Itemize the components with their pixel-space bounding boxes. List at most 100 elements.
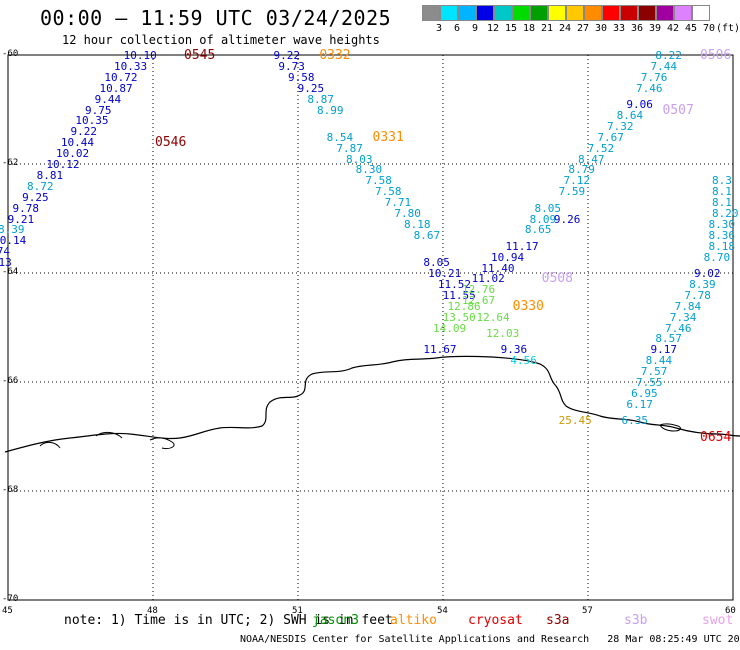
coast-detail [39, 431, 175, 449]
wave-height-value: 10.35 [75, 114, 109, 128]
wave-height-value: 9.06 [626, 98, 653, 112]
lon-tick-label: 45 [2, 606, 13, 616]
wave-height-value: 12.76 [462, 283, 496, 297]
wave-height-value: 7.87 [336, 141, 363, 155]
wave-height-value: 7.46 [636, 81, 663, 95]
wave-height-value: 8.1 [712, 185, 732, 199]
wave-height-value: 8.57 [655, 332, 682, 346]
wave-height-value: 7.67 [597, 130, 624, 144]
wave-height-value: 7.52 [587, 141, 615, 155]
lon-tick-label: 60 [725, 606, 736, 616]
pass-time-label: 0508 [541, 271, 573, 287]
wave-height-value: 7.57 [640, 365, 668, 379]
wave-height-value: 8.3 [712, 174, 732, 188]
wave-height-value: 7.80 [394, 207, 421, 221]
color-swatch [566, 5, 584, 21]
wave-height-value: 7.44 [650, 59, 678, 73]
wave-height-value: 8.18 [708, 239, 736, 253]
wave-height-value: 10.44 [60, 136, 94, 150]
color-scale-label: 30 [594, 23, 608, 34]
legend-item-altiko: altiko [390, 613, 437, 628]
color-swatch [620, 5, 638, 21]
wave-height-value: 9.25 [22, 190, 49, 204]
wave-height-value: 7.34 [669, 310, 697, 324]
wave-height-value: 7.12 [563, 174, 591, 188]
wave-height-value: 7.32 [607, 119, 634, 133]
wave-height-value: 8.70 [703, 250, 731, 264]
wave-height-value: 8.36 [708, 228, 736, 242]
wave-height-value: 10.12 [46, 158, 80, 171]
wave-height-value: 8.18 [404, 217, 431, 231]
wave-height-value: 8.72 [27, 179, 54, 193]
wave-height-value: 9.75 [85, 103, 112, 117]
wave-height-value: 6.17 [626, 397, 653, 411]
wave-height-value: 9.44 [94, 92, 122, 106]
wave-height-value: 4.56 [510, 354, 537, 368]
wave-height-value: 8.65 [524, 223, 552, 237]
wave-height-value: 11.40 [481, 261, 515, 275]
lat-tick-label: -66 [2, 376, 19, 386]
wave-height-value: 9.02 [694, 267, 721, 280]
antarctic-coastline [4, 355, 740, 453]
wave-height-value: 8.47 [578, 152, 605, 166]
color-scale-label: 36 [630, 23, 644, 34]
wave-height-value: 8.39 [689, 277, 716, 291]
wave-height-value: 8.64 [616, 108, 644, 122]
color-scale-label: 39 [648, 23, 662, 34]
legend-item-swot: swot [702, 613, 734, 628]
color-swatch [602, 5, 620, 21]
wave-height-value: 6.35 [621, 414, 649, 428]
color-swatch [512, 5, 530, 21]
color-scale-label: 3 [435, 23, 443, 34]
wave-height-value: 9.22 [273, 49, 301, 62]
wave-height-value: 8.1 [712, 196, 732, 210]
color-scale-label: 6 [453, 23, 461, 34]
wave-height-value: 10.02 [56, 147, 90, 161]
wave-height-value: 8.30 [708, 217, 736, 231]
lon-tick-label: 54 [437, 606, 448, 616]
wave-height-value: 8.81 [36, 168, 64, 182]
pass-time-label: 0545 [184, 48, 216, 63]
pass-time-label: 0546 [155, 135, 187, 151]
wave-height-value: 12.67 [462, 294, 496, 308]
wave-height-value: 9.58 [288, 70, 315, 84]
color-scale-label: 33 [612, 23, 626, 34]
wave-height-value: 6.95 [631, 386, 658, 400]
lat-tick-label: -60 [2, 49, 19, 59]
footer-note: note: 1) Time is in UTC; 2) SWH is in fe… [64, 613, 393, 628]
lon-tick-label: 48 [147, 606, 158, 616]
page-subtitle: 12 hour collection of altimeter wave hei… [62, 33, 380, 47]
wave-height-value: 7.71 [384, 196, 412, 210]
color-swatch [440, 5, 458, 21]
wave-height-value: 7.76 [640, 70, 668, 84]
wave-height-value: 9.74 [0, 245, 10, 259]
wave-height-value: 8.44 [645, 354, 673, 368]
wave-height-value: 11.17 [505, 239, 539, 253]
wave-height-value: 8.22 [655, 49, 682, 62]
color-scale-label: 21 [540, 23, 554, 34]
color-swatch [692, 5, 710, 21]
legend-item-jason3: jason3 [312, 613, 359, 628]
wave-height-value: 8.67 [413, 228, 441, 242]
legend-item-s3a: s3a [546, 613, 570, 628]
pass-time-label: 0332 [319, 48, 351, 63]
wave-height-value: 9.21 [7, 212, 35, 226]
wave-height-value: 10.14 [0, 234, 27, 248]
island-outline [659, 423, 682, 432]
wave-height-value: 8.39 [0, 223, 25, 237]
legend-item-cryosat: cryosat [468, 613, 523, 628]
wave-height-value: 7.46 [665, 321, 692, 335]
color-swatch [476, 5, 494, 21]
pass-time-label: 0330 [512, 298, 544, 314]
wave-height-value: 8.87 [307, 92, 334, 106]
map-frame [7, 54, 734, 601]
color-scale-label: 18 [522, 23, 536, 34]
lon-tick-label: 57 [582, 606, 593, 616]
wave-height-value: 10.13 [0, 256, 12, 270]
wave-height-value: 7.84 [674, 299, 702, 313]
color-swatch [656, 5, 674, 21]
color-scale-label: (ft) [716, 23, 740, 34]
wave-height-value: 11.67 [423, 343, 457, 357]
wave-height-value: 8.09 [529, 212, 557, 226]
